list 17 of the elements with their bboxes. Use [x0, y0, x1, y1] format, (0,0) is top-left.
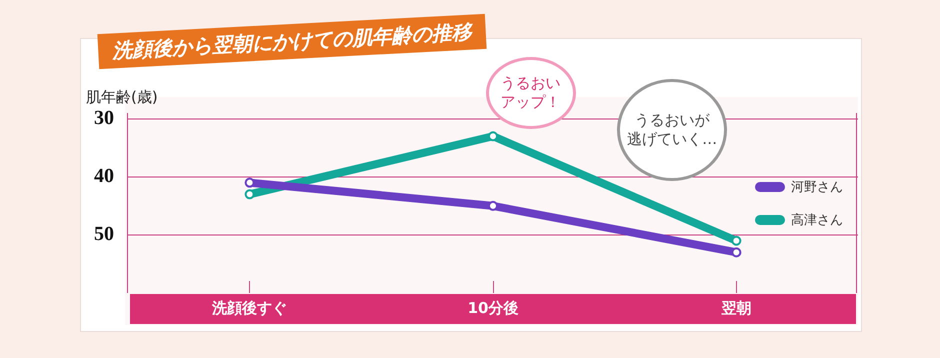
x-tick-label: 翌朝 — [720, 298, 752, 317]
chart-title: 洗顔後から翌朝にかけての肌年齢の推移 — [97, 14, 487, 70]
annotation: うるおいが — [634, 110, 710, 130]
y-tick-label: 50 — [94, 223, 114, 246]
y-tick-label: 40 — [94, 165, 114, 188]
point — [731, 236, 742, 246]
x-tick-label: 洗顔後すぐ — [211, 298, 288, 317]
legend-label: 河野さん — [791, 179, 843, 196]
point — [731, 247, 742, 258]
y-tick-label: 30 — [94, 106, 114, 129]
point — [488, 200, 498, 211]
annotation: 逃げていく… — [627, 130, 718, 150]
point — [488, 131, 498, 142]
y-axis-title: 肌年齢(歳) — [86, 88, 158, 107]
x-tick-label: 10分後 — [468, 298, 518, 317]
point — [244, 189, 255, 200]
legend-label: 高津さん — [791, 212, 843, 229]
